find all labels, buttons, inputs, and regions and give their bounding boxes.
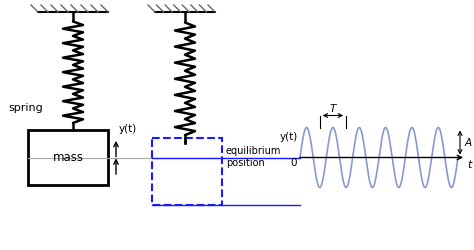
Text: T: T <box>330 104 336 114</box>
Text: y(t): y(t) <box>119 124 137 134</box>
Text: mass: mass <box>53 151 83 164</box>
Text: spring: spring <box>8 103 43 113</box>
Bar <box>152 138 222 205</box>
Bar <box>28 130 108 185</box>
Text: y(t): y(t) <box>280 132 298 141</box>
Text: equilibrium: equilibrium <box>226 146 282 156</box>
Text: 0: 0 <box>291 158 297 168</box>
Text: t: t <box>467 160 471 170</box>
Text: position: position <box>226 158 265 168</box>
Text: A: A <box>465 138 472 147</box>
